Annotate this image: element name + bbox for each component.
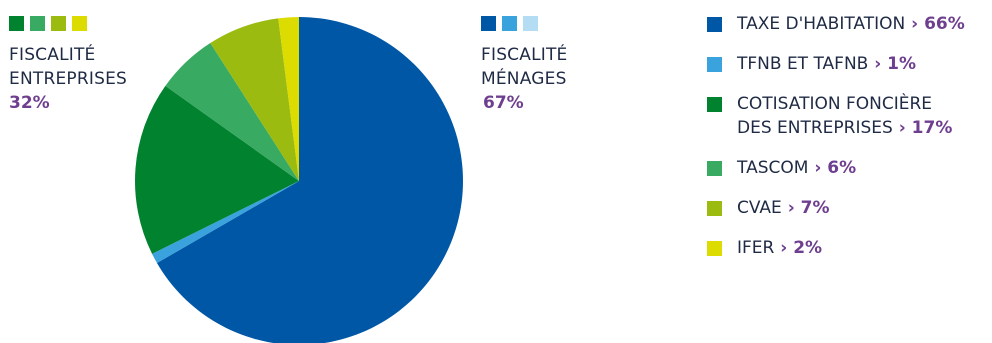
- legend-swatch: [707, 57, 722, 72]
- legend-label-line: IFER › 2%: [737, 236, 822, 260]
- legend-text: COTISATION FONCIÈRE DES ENTREPRISES › 17%: [737, 92, 952, 140]
- group-entreprises-name-line-2: ENTREPRISES: [9, 69, 127, 89]
- legend-value-label: 2%: [793, 238, 823, 258]
- group-entreprises-name-line-1: FISCALITÉ: [9, 45, 96, 65]
- swatch-ifer: [72, 16, 87, 31]
- legend-label-line: TFNB ET TAFNB › 1%: [737, 52, 916, 76]
- chevron-right-icon: ›: [905, 14, 925, 34]
- legend-label: DES ENTREPRISES: [737, 118, 893, 138]
- legend-value-label: 66%: [924, 14, 965, 34]
- pie-slice-cvae: [210, 18, 299, 181]
- legend-value-label: 7%: [800, 198, 830, 218]
- legend-swatch: [707, 97, 722, 112]
- pie-slice-cotisation-fonci-re-des-entreprises: [135, 85, 299, 254]
- pie-slice-tascom: [165, 43, 299, 181]
- swatch-light-blue: [523, 16, 538, 31]
- group-menages-name: FISCALITÉ MÉNAGES: [481, 43, 568, 91]
- pie-slice-ifer: [278, 17, 299, 181]
- legend-item-cotisation-fonci-re-des-entreprises: COTISATION FONCIÈRE DES ENTREPRISES › 17%: [707, 92, 987, 140]
- legend-label: IFER: [737, 238, 775, 258]
- legend-item-ifer: IFER › 2%: [707, 236, 987, 260]
- legend-text: TFNB ET TAFNB › 1%: [737, 52, 916, 76]
- legend-label: TFNB ET TAFNB: [737, 54, 869, 74]
- legend-label: TASCOM: [737, 158, 809, 178]
- legend-swatch: [707, 161, 722, 176]
- group-menages-name-line-2: MÉNAGES: [481, 69, 567, 89]
- group-entreprises-percent: 32%: [9, 93, 50, 113]
- swatch-tascom: [30, 16, 45, 31]
- legend-item-tfnb-et-tafnb: TFNB ET TAFNB › 1%: [707, 52, 987, 76]
- chevron-right-icon: ›: [781, 198, 801, 218]
- legend-item-taxe-d-habitation: TAXE D'HABITATION › 66%: [707, 12, 987, 36]
- group-menages-percent: 67%: [483, 93, 524, 113]
- legend-item-tascom: TASCOM › 6%: [707, 156, 987, 180]
- legend-value-label: 6%: [827, 158, 857, 178]
- legend-text: IFER › 2%: [737, 236, 822, 260]
- chevron-right-icon: ›: [892, 118, 912, 138]
- chevron-right-icon: ›: [868, 54, 888, 74]
- legend-label: TAXE D'HABITATION: [737, 14, 906, 34]
- legend-label-line: TASCOM › 6%: [737, 156, 856, 180]
- pie-slice-taxe-d-habitation: [156, 17, 463, 343]
- group-menages-name-line-1: FISCALITÉ: [481, 45, 568, 65]
- swatch-tfnb: [502, 16, 517, 31]
- legend-item-cvae: CVAE › 7%: [707, 196, 987, 220]
- legend-label-line: DES ENTREPRISES › 17%: [737, 116, 952, 140]
- legend-text: TASCOM › 6%: [737, 156, 856, 180]
- legend-text: TAXE D'HABITATION › 66%: [737, 12, 965, 36]
- legend-value-label: 17%: [911, 118, 953, 138]
- swatch-cvae: [51, 16, 66, 31]
- legend: TAXE D'HABITATION › 66% TFNB ET TAFNB › 1…: [707, 12, 987, 260]
- chevron-right-icon: ›: [808, 158, 828, 178]
- legend-label-line: COTISATION FONCIÈRE: [737, 92, 952, 116]
- group-entreprises-swatches: [9, 16, 127, 31]
- legend-value-label: 1%: [887, 54, 917, 74]
- pie-slice-tfnb-et-tafnb: [152, 181, 299, 263]
- group-entreprises-name: FISCALITÉ ENTREPRISES: [9, 43, 127, 91]
- group-menages-swatches: [481, 16, 568, 31]
- legend-label-line: TAXE D'HABITATION › 66%: [737, 12, 965, 36]
- swatch-cotisation-fonciere: [9, 16, 24, 31]
- group-menages: FISCALITÉ MÉNAGES 67%: [481, 16, 568, 115]
- group-entreprises: FISCALITÉ ENTREPRISES 32%: [9, 16, 127, 115]
- legend-swatch: [707, 241, 722, 256]
- legend-text: CVAE › 7%: [737, 196, 830, 220]
- legend-swatch: [707, 201, 722, 216]
- legend-label-line: CVAE › 7%: [737, 196, 830, 220]
- chevron-right-icon: ›: [774, 238, 794, 258]
- swatch-taxe-habitation: [481, 16, 496, 31]
- legend-label: COTISATION FONCIÈRE: [737, 94, 933, 114]
- legend-label: CVAE: [737, 198, 782, 218]
- legend-swatch: [707, 17, 722, 32]
